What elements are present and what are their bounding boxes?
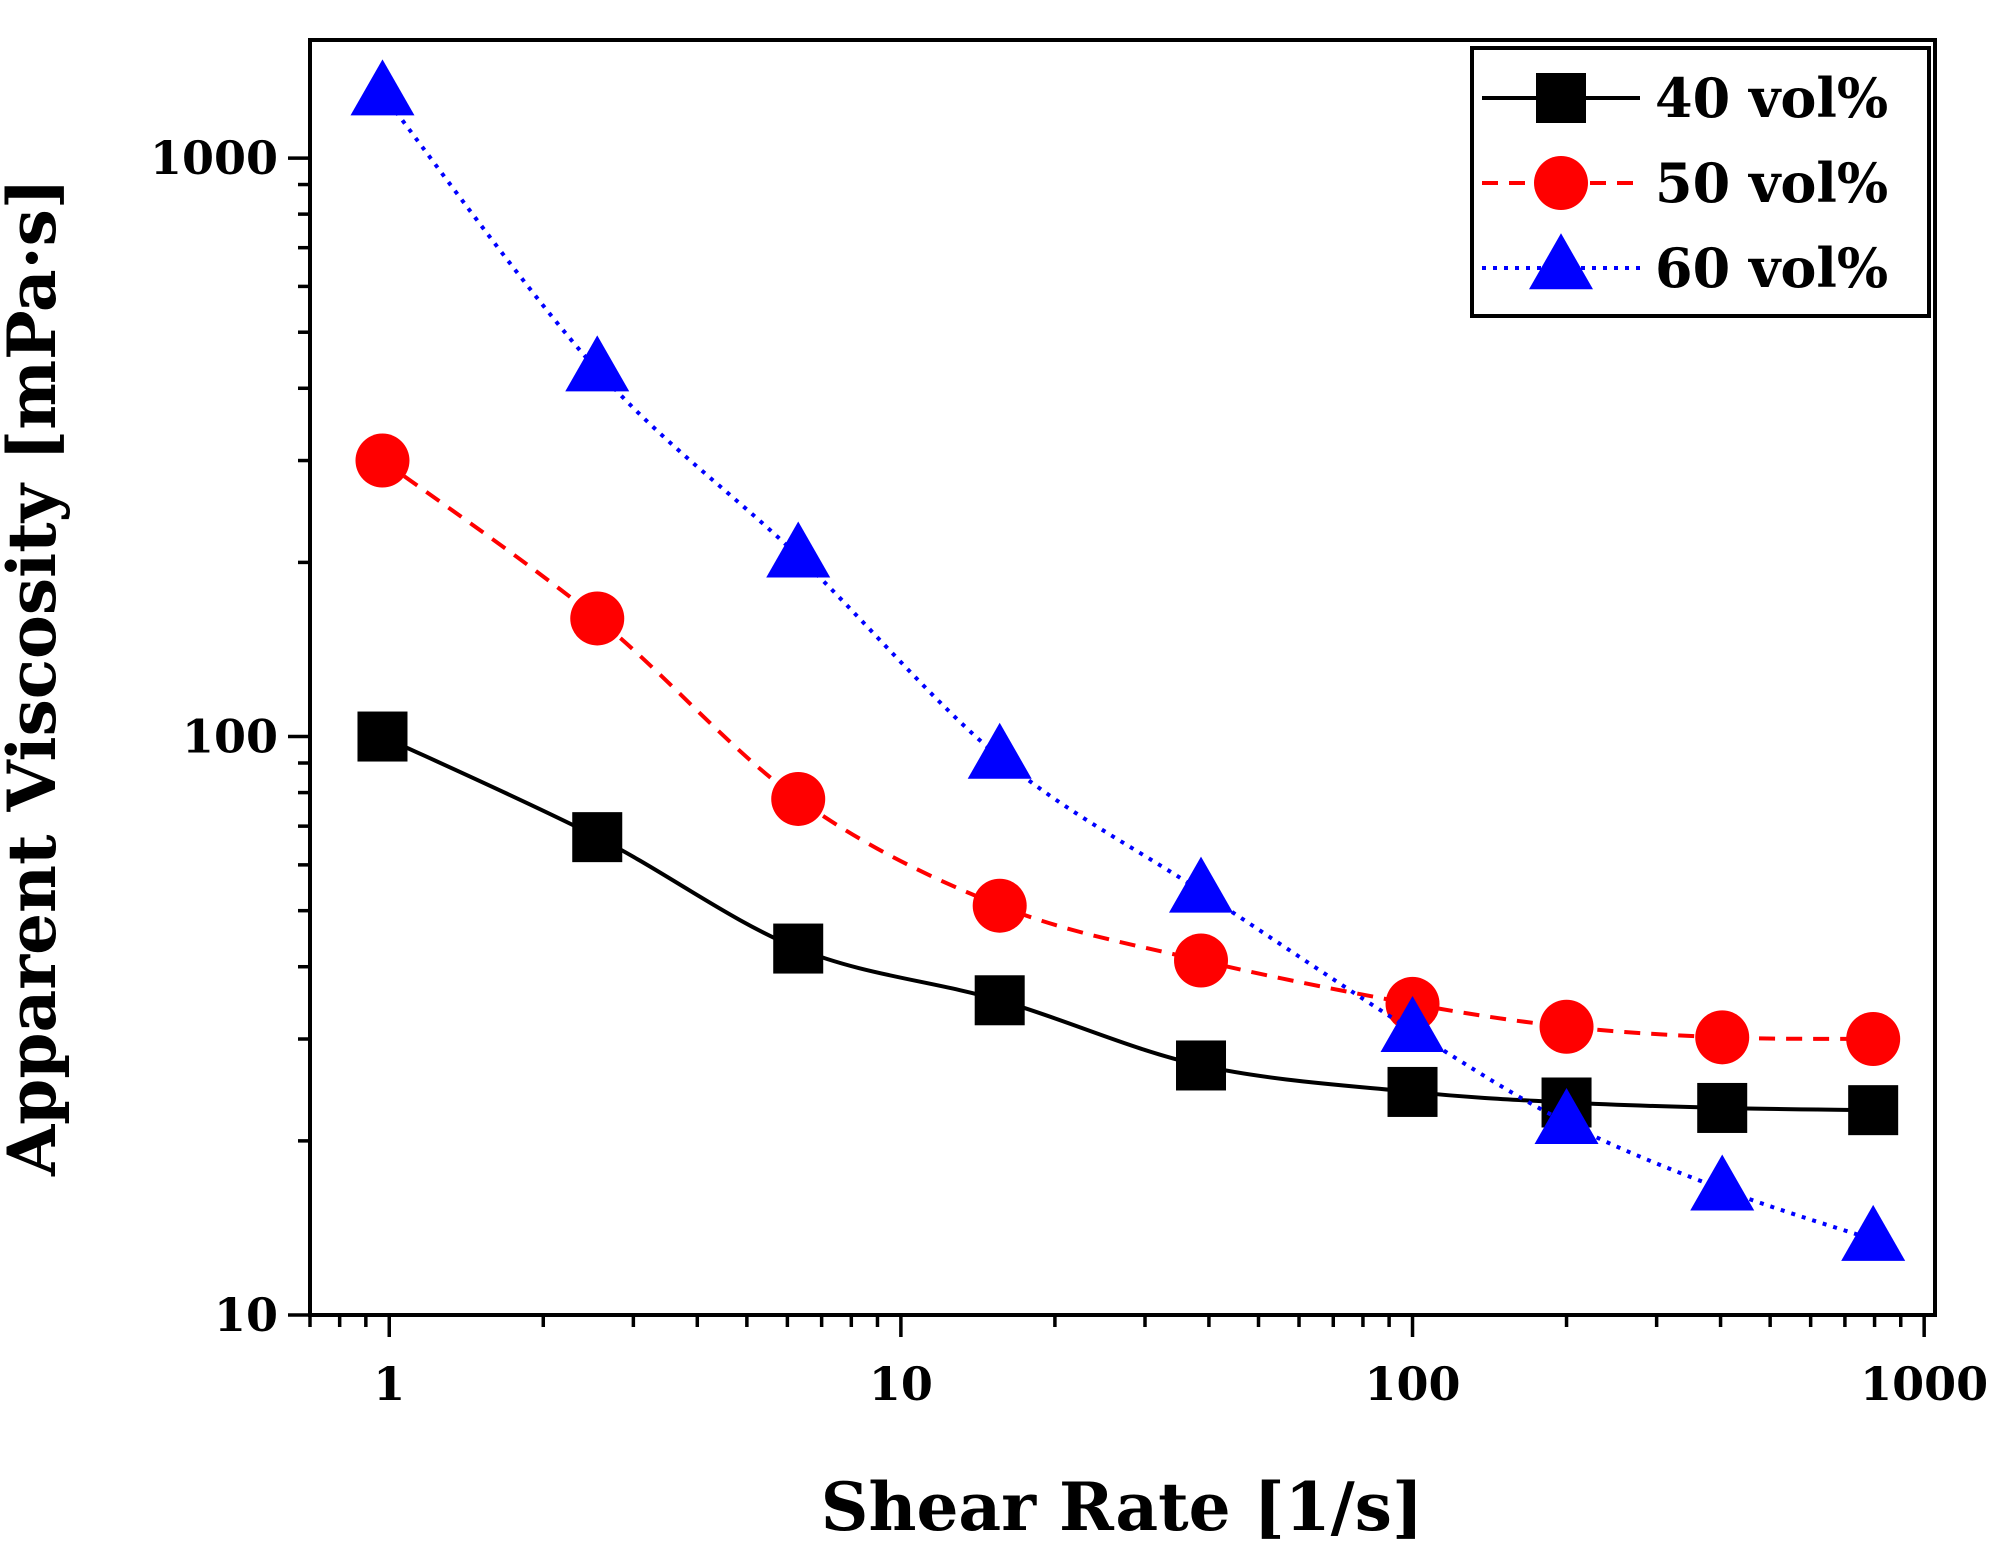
legend-label: 50 vol% bbox=[1655, 151, 1888, 215]
x-tick-label: 10 bbox=[869, 1357, 933, 1411]
data-point-square bbox=[1176, 1040, 1227, 1091]
data-point-square bbox=[572, 812, 623, 863]
series-50-vol- bbox=[355, 433, 1901, 1067]
data-point-triangle bbox=[1841, 1204, 1906, 1261]
legend-marker-circle bbox=[1534, 156, 1588, 210]
data-point-circle bbox=[1174, 933, 1229, 988]
y-tick-label: 100 bbox=[182, 710, 278, 764]
data-point-square bbox=[1697, 1082, 1748, 1133]
data-point-square bbox=[974, 975, 1025, 1026]
legend-marker-square bbox=[1536, 73, 1586, 123]
series-layer bbox=[350, 59, 1906, 1261]
data-point-triangle bbox=[350, 59, 415, 116]
legend-entry: 60 vol% bbox=[1482, 233, 1888, 300]
data-point-triangle bbox=[967, 722, 1032, 779]
legend-label: 40 vol% bbox=[1655, 66, 1888, 130]
y-axis-title: Apparent Viscosity [mPa·s] bbox=[0, 178, 71, 1177]
legend-label: 60 vol% bbox=[1655, 236, 1888, 300]
x-tick-label: 1 bbox=[373, 1357, 405, 1411]
series-line bbox=[381, 734, 1874, 1113]
y-tick-label: 1000 bbox=[150, 131, 278, 185]
series-60-vol- bbox=[350, 59, 1906, 1261]
x-tick-label: 1000 bbox=[1860, 1357, 1988, 1411]
data-point-triangle bbox=[1169, 856, 1234, 913]
data-point-triangle bbox=[766, 521, 831, 578]
data-point-triangle bbox=[1380, 996, 1445, 1053]
legend-marker-triangle bbox=[1529, 233, 1593, 290]
data-point-circle bbox=[355, 433, 410, 488]
series-line bbox=[380, 92, 1874, 1242]
y-tick-label: 10 bbox=[214, 1288, 278, 1342]
data-point-square bbox=[773, 923, 824, 974]
plot-frame bbox=[308, 38, 1937, 1317]
data-point-square bbox=[1848, 1085, 1899, 1136]
data-point-circle bbox=[1539, 999, 1594, 1054]
x-axis-title: Shear Rate [1/s] bbox=[821, 1468, 1423, 1546]
tick-labels: 1 10 100 1000 10 100 1000 bbox=[150, 131, 1988, 1411]
ticks-layer bbox=[288, 156, 1926, 1337]
data-point-circle bbox=[972, 878, 1027, 933]
data-point-circle bbox=[1695, 1010, 1750, 1065]
data-point-triangle bbox=[1690, 1154, 1755, 1211]
legend-entry: 50 vol% bbox=[1482, 151, 1888, 215]
data-point-square bbox=[1387, 1066, 1438, 1117]
data-point-circle bbox=[570, 591, 625, 646]
data-point-circle bbox=[1846, 1012, 1901, 1067]
data-point-triangle bbox=[565, 335, 630, 392]
data-point-circle bbox=[771, 771, 826, 826]
data-point-square bbox=[357, 711, 408, 762]
data-point-triangle bbox=[1534, 1087, 1599, 1144]
legend: 40 vol% 50 vol% 60 vol% bbox=[1470, 46, 1931, 318]
series-line bbox=[381, 458, 1874, 1041]
legend-entry: 40 vol% bbox=[1482, 66, 1888, 130]
x-tick-label: 100 bbox=[1365, 1357, 1461, 1411]
